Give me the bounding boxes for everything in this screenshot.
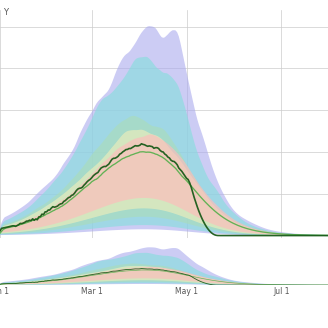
Text: Y: Y	[3, 8, 8, 17]
